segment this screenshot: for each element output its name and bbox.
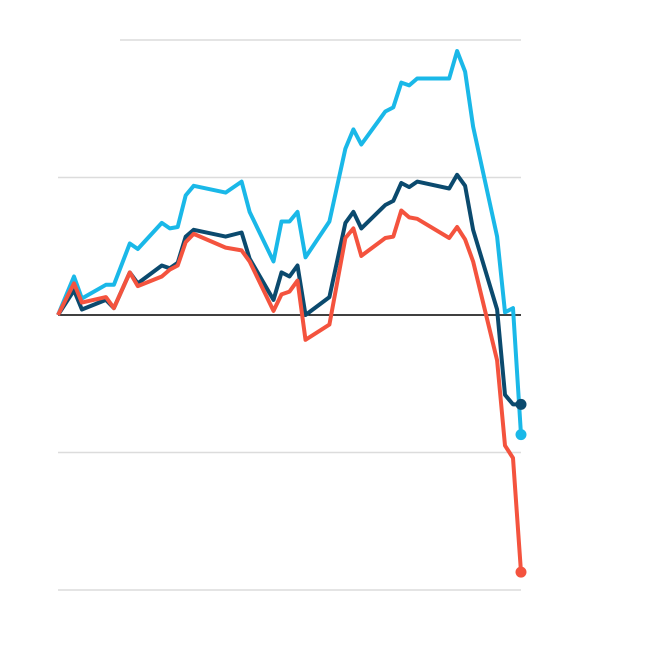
end-marker xyxy=(515,566,527,578)
end-marker xyxy=(515,429,527,441)
end-marker xyxy=(515,398,527,410)
series-line xyxy=(56,49,523,435)
series-line xyxy=(56,208,523,573)
